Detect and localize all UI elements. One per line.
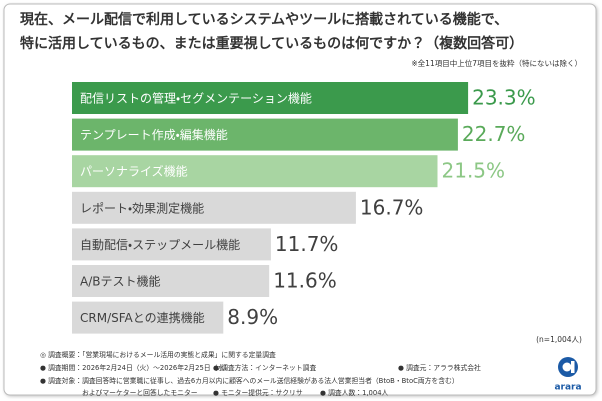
footnote: ● 調査方法：インターネット調査 xyxy=(213,363,316,372)
bar xyxy=(72,118,458,151)
sample-size: (n=1,004人) xyxy=(536,335,582,344)
category-label: CRM/SFAとの連携機能 xyxy=(80,310,205,325)
chart-title: 現在、メール配信で利用しているシステムやツールに搭載されている機能で、 xyxy=(20,11,508,28)
logo-icon xyxy=(571,361,575,373)
bar xyxy=(72,265,270,297)
category-label: レポート・効果測定機能 xyxy=(80,201,204,215)
category-label: パーソナライズ機能 xyxy=(80,164,188,179)
value-label: 21.5% xyxy=(442,159,506,183)
value-label: 11.7% xyxy=(275,232,339,256)
category-label: A/Bテスト機能 xyxy=(80,275,161,289)
value-label: 8.9% xyxy=(227,305,278,329)
note: ※全11項目中上位7項目を抜粋（特にないは除く） xyxy=(411,58,582,68)
logo: arara xyxy=(554,383,581,393)
footnote: ● 調査元：アララ株式会社 xyxy=(398,363,481,372)
footnote: ● 調査期間：2026年2月24日（火）～2026年2月25日（水） xyxy=(40,363,231,372)
bar xyxy=(72,191,356,224)
bar xyxy=(72,301,224,334)
footnote: ◎ 調査概要：「営業現場におけるメール活用の実態と成果」に関する定量調査 xyxy=(40,350,276,359)
category-label: 配信リストの管理・セグメンテーション機能 xyxy=(80,91,312,106)
footnote: ● モニター提供元：サクリサ xyxy=(213,388,303,397)
value-label: 23.3% xyxy=(472,86,536,110)
category-label: 自動配信・ステップメール機能 xyxy=(80,238,240,252)
footnote: ● 調査人数：1,004人 xyxy=(320,388,389,397)
bar xyxy=(72,82,469,114)
chart-title: 特に活用しているもの、または重要視しているものは何ですか？（複数回答可） xyxy=(20,35,523,52)
value-label: 11.6% xyxy=(273,269,337,293)
footnote: およびマーケターと回答したモニター xyxy=(82,388,198,397)
bar xyxy=(72,228,271,261)
value-label: 22.7% xyxy=(462,122,526,146)
logo-icon xyxy=(562,362,572,372)
value-label: 16.7% xyxy=(360,195,424,219)
category-label: テンプレート作成・編集機能 xyxy=(80,127,228,142)
footnote: ● 調査対象：調査回答時に営業職に従事し、過去6カ月以内に顧客へのメール送信経験… xyxy=(40,376,459,385)
bar xyxy=(72,155,438,188)
